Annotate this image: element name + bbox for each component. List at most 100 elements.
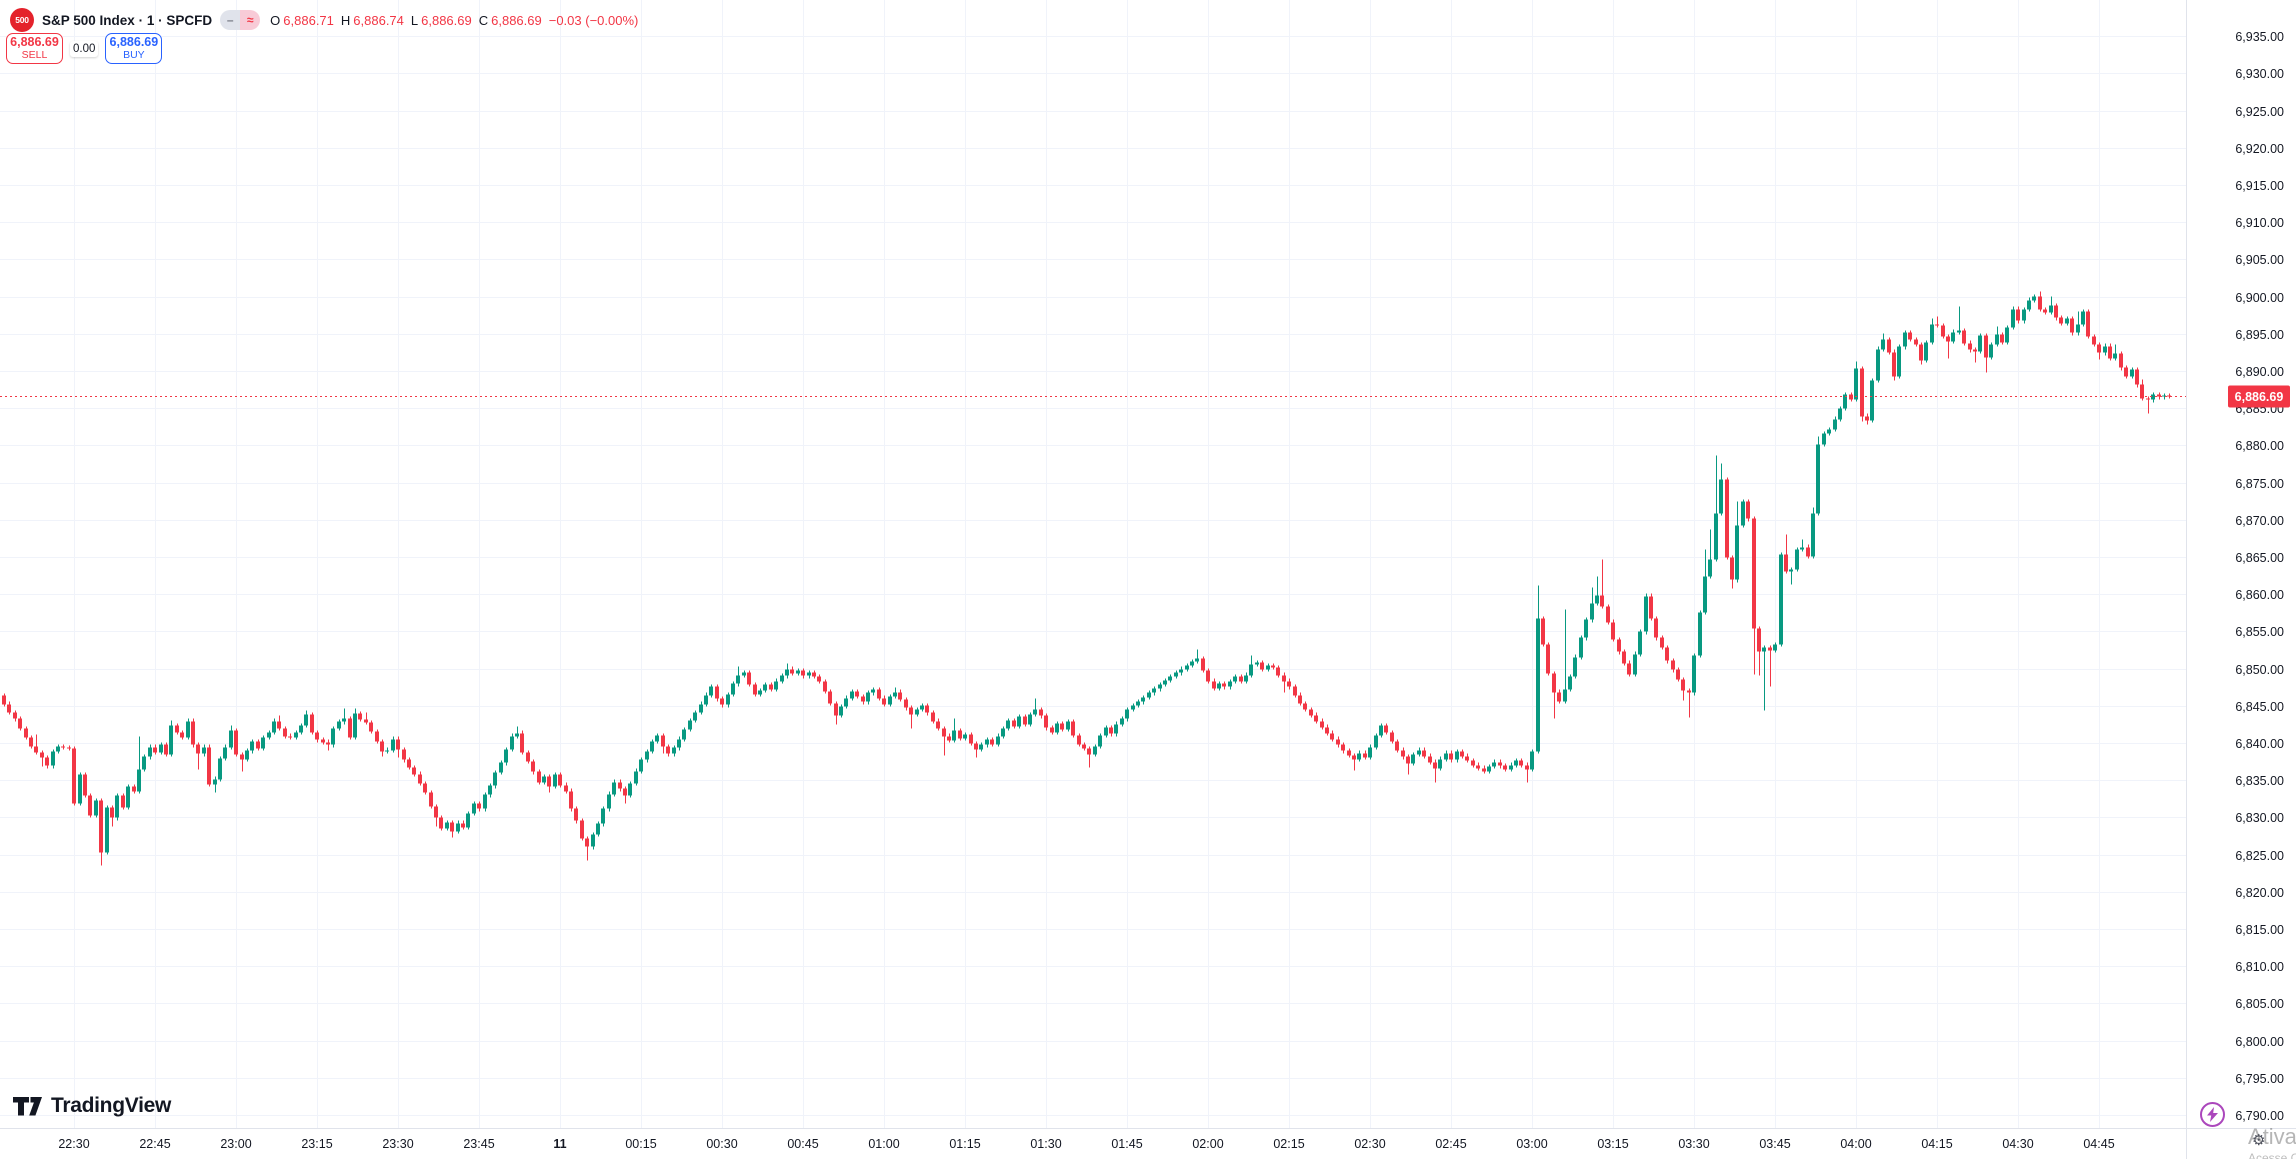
price-axis-label: 6,925.00 (2235, 105, 2284, 119)
time-axis[interactable]: 22:30 22:45 23:00 23:15 23:30 23:45 11 00:15 00:… (58, 1137, 2114, 1151)
chart-interval[interactable]: 1 (146, 12, 155, 28)
candle (1773, 644, 1777, 651)
candle (871, 689, 875, 693)
sell-button[interactable]: 6,886.69 SELL (6, 33, 63, 64)
candle (1919, 344, 1923, 361)
trade-panel: 6,886.69 SELL 0.00 6,886.69 BUY (6, 33, 163, 64)
candle (1320, 721, 1324, 728)
time-axis-label: 00:45 (787, 1137, 818, 1151)
time-axis-label: 00:30 (706, 1137, 737, 1151)
candle (715, 686, 719, 699)
candle (51, 751, 55, 766)
candle (2124, 367, 2128, 377)
delayed-data-icon[interactable]: ≈ (240, 10, 261, 30)
candle (1271, 665, 1275, 668)
candle (1563, 689, 1567, 702)
candle (1638, 631, 1642, 655)
candle (1401, 750, 1405, 757)
candle (1006, 720, 1010, 729)
price-axis[interactable]: 6,935.00 6,930.00 6,925.00 6,920.00 6,915.00… (2228, 30, 2290, 1123)
candle-wick (1948, 334, 1949, 359)
candle (1147, 692, 1151, 698)
candle (1433, 762, 1437, 769)
candle (78, 774, 82, 804)
candle (2097, 344, 2101, 353)
low-label: L (410, 12, 419, 28)
tradingview-logo-text: TradingView (51, 1094, 172, 1117)
candle-wick (42, 750, 43, 767)
candle (1752, 518, 1756, 629)
candle-wick (139, 736, 140, 794)
candle (1379, 725, 1383, 736)
candle (2070, 318, 2074, 333)
close-value: 6,886.69 (491, 12, 542, 28)
candle (40, 752, 44, 758)
candle (126, 786, 130, 808)
high-label: H (340, 12, 351, 28)
candle (1762, 647, 1766, 652)
axis-settings-gear-icon[interactable]: ⚙ (2252, 1132, 2266, 1149)
candle (979, 744, 983, 750)
candle (1995, 334, 1999, 345)
candle-wick (344, 708, 345, 725)
candle (2054, 305, 2058, 318)
price-axis-label: 6,935.00 (2235, 30, 2284, 44)
candle (1660, 637, 1664, 648)
candle (747, 672, 751, 685)
candle (1390, 732, 1394, 742)
candle (785, 669, 789, 676)
candle (1741, 501, 1745, 526)
candle (1131, 705, 1135, 710)
candle (2135, 369, 2139, 385)
candle (1001, 728, 1005, 737)
tradingview-logo[interactable]: TradingView (13, 1094, 171, 1118)
candle (1217, 683, 1221, 689)
candle-wick (517, 726, 518, 739)
candle (834, 703, 838, 716)
candle (882, 698, 886, 705)
candle (72, 748, 76, 804)
candle (1719, 479, 1723, 514)
candle (1471, 760, 1475, 766)
symbol-status-flags[interactable]: – ≈ (220, 10, 261, 30)
candle (1881, 339, 1885, 350)
separator: · (138, 12, 144, 28)
candle (515, 733, 519, 737)
candle (2043, 309, 2047, 313)
candle (180, 732, 184, 738)
candle (202, 747, 206, 754)
separator: · (158, 12, 163, 28)
candle (315, 732, 319, 740)
candle (985, 739, 989, 745)
price-axis-label: 6,875.00 (2235, 477, 2284, 491)
candle (353, 713, 357, 738)
candle (380, 741, 384, 752)
candle (1476, 765, 1480, 769)
candle (1687, 690, 1691, 693)
candle (1444, 753, 1448, 760)
candle (1406, 756, 1410, 764)
candle (245, 750, 249, 760)
dash-indicator-icon[interactable]: – (220, 10, 241, 30)
candle (520, 733, 524, 753)
candle (34, 746, 38, 753)
candle (504, 749, 508, 763)
price-axis-label: 6,850.00 (2235, 663, 2284, 677)
candle (1946, 336, 1950, 342)
candle (601, 808, 605, 824)
price-axis-label: 6,895.00 (2235, 328, 2284, 342)
candle (2059, 317, 2063, 324)
candle (1228, 681, 1232, 687)
symbol-title[interactable]: S&P 500 Index · 1 · SPCFD (42, 13, 212, 28)
buy-button[interactable]: 6,886.69 BUY (105, 33, 163, 64)
price-axis-label: 6,865.00 (2235, 551, 2284, 565)
candle-wick (36, 734, 37, 755)
time-axis-label: 01:00 (868, 1137, 899, 1151)
instant-order-lightning-icon[interactable] (2200, 1102, 2225, 1127)
candle (1082, 744, 1086, 749)
candle (88, 795, 92, 816)
candle (1077, 735, 1081, 745)
candle (1681, 679, 1685, 691)
